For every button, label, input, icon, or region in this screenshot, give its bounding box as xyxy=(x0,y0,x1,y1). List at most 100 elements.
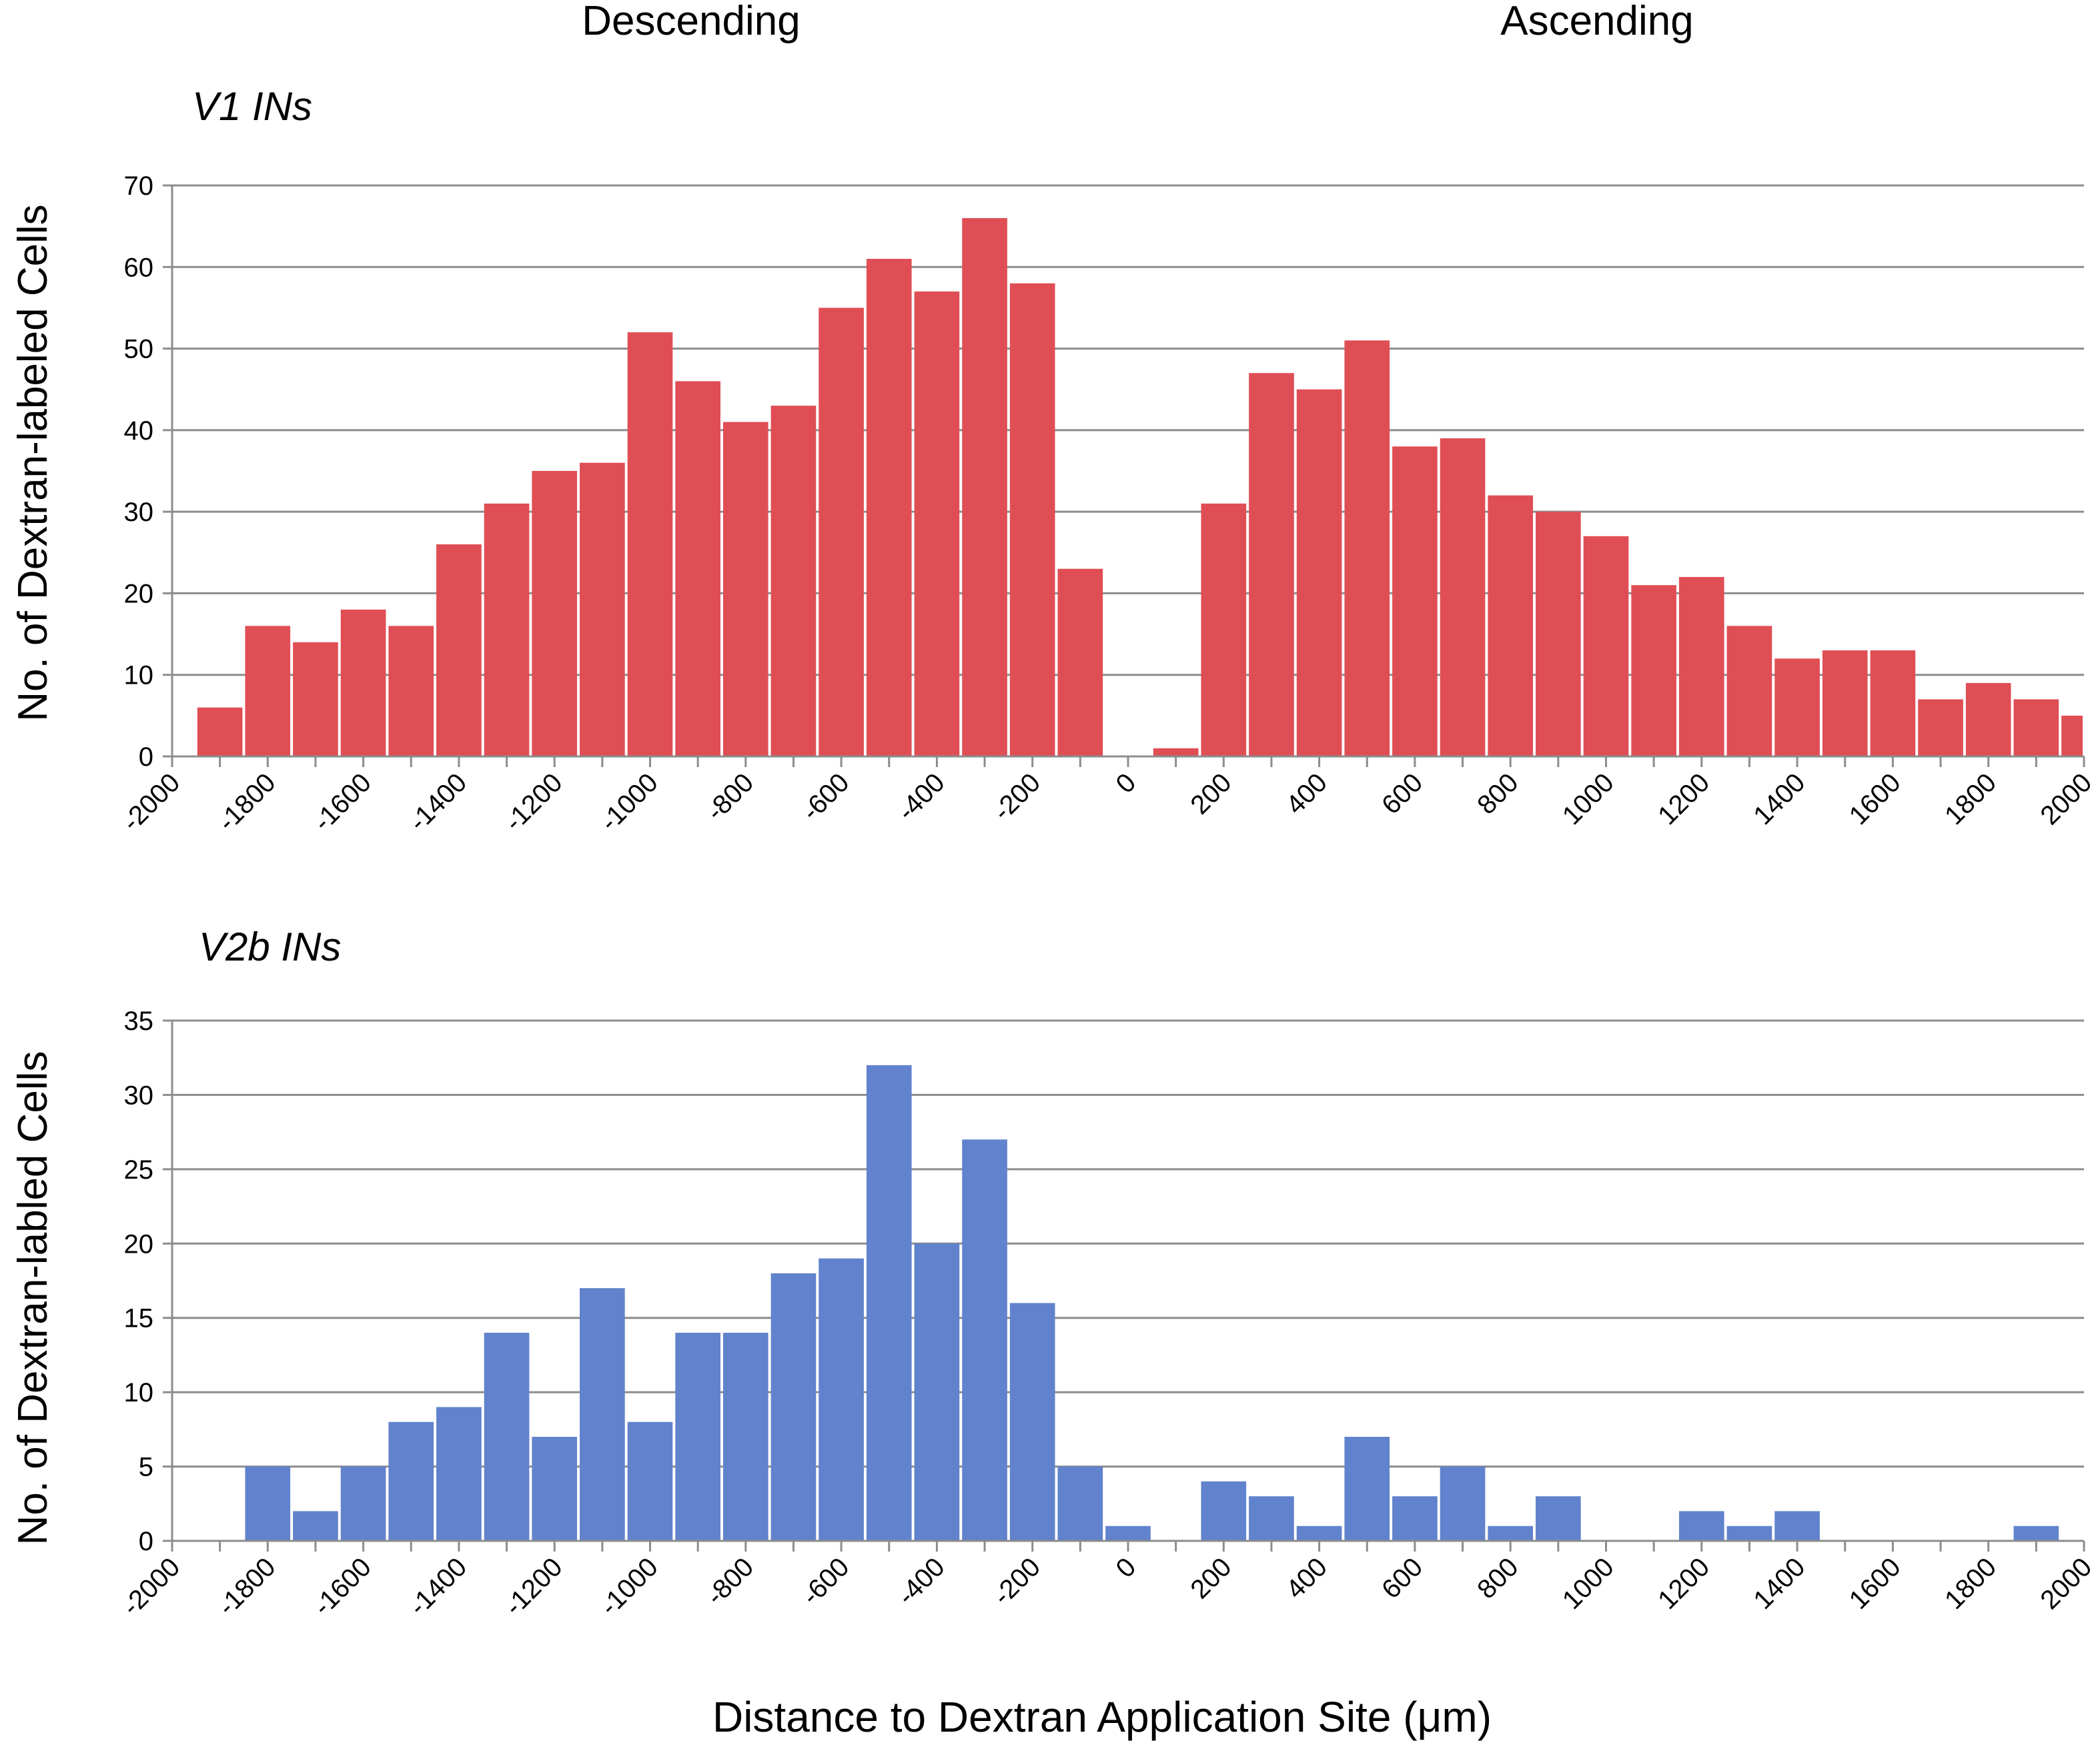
bar xyxy=(914,1243,960,1541)
bar xyxy=(627,332,673,757)
bar xyxy=(1726,626,1772,756)
x-tick-label: 600 xyxy=(1376,1552,1428,1604)
y-tick-label: 0 xyxy=(139,1527,153,1556)
x-tick-label: 1200 xyxy=(1652,1552,1715,1615)
y-axis-label: No. of Dextran-labled Cells xyxy=(10,1051,56,1546)
y-tick-label: 5 xyxy=(139,1453,153,1482)
x-tick-label: 400 xyxy=(1281,1552,1333,1604)
x-axis-label: Distance to Dextran Application Site (μm… xyxy=(712,1693,1492,1741)
bar xyxy=(722,1333,768,1541)
y-tick-label: 10 xyxy=(124,1378,154,1407)
bar xyxy=(1344,1437,1390,1541)
x-tick-label: -1600 xyxy=(308,1552,377,1621)
bar xyxy=(340,609,386,756)
y-tick-label: 50 xyxy=(124,335,154,364)
y-tick-label: 60 xyxy=(124,253,154,282)
x-tick-label: -800 xyxy=(700,1552,759,1611)
bar xyxy=(1440,1466,1486,1541)
chart-title: V2b INs xyxy=(199,925,341,969)
x-tick-label: 1800 xyxy=(1939,768,2002,830)
bar xyxy=(1536,512,1581,756)
y-tick-label: 0 xyxy=(139,742,153,772)
bar xyxy=(1678,1511,1724,1541)
bar xyxy=(532,471,578,756)
bar xyxy=(1583,536,1629,756)
header-descending: Descending xyxy=(582,0,800,44)
bar xyxy=(293,1511,338,1541)
bar xyxy=(1918,699,1963,756)
bar xyxy=(962,1139,1007,1541)
chart-v1: V1 INs No. of Dextran-labeled Cells 0 10 2… xyxy=(10,84,2097,837)
x-tick-label: 1400 xyxy=(1748,768,1810,830)
x-tick-label: 1600 xyxy=(1844,1552,1907,1615)
x-tick-label: -200 xyxy=(987,768,1046,826)
bar xyxy=(1678,576,1724,756)
y-tick-label: 15 xyxy=(124,1304,154,1333)
bar xyxy=(1870,650,1916,756)
y-tick-label: 10 xyxy=(124,661,154,690)
chart-v2b: V2b INs No. of Dextran-labled Cells 0 5 10… xyxy=(10,925,2097,1622)
bar xyxy=(436,1407,482,1541)
x-tick-label: 2000 xyxy=(2035,1552,2097,1615)
x-tick-label: -800 xyxy=(700,768,759,826)
bar xyxy=(580,462,625,756)
x-tick-label: 1600 xyxy=(1844,768,1907,830)
x-tick-label: 200 xyxy=(1185,1552,1237,1604)
bar xyxy=(245,1466,291,1541)
x-tick-label: 1200 xyxy=(1652,768,1715,830)
bar xyxy=(1822,650,1868,756)
bar xyxy=(1105,1526,1151,1541)
x-tick-label: 1400 xyxy=(1748,1552,1810,1615)
bar xyxy=(1440,438,1486,756)
x-tick-label: -600 xyxy=(797,1552,855,1611)
bar xyxy=(1009,283,1055,756)
bar xyxy=(1249,373,1294,756)
bar xyxy=(1774,658,1820,756)
x-tick-label: -400 xyxy=(892,1552,951,1611)
bar xyxy=(580,1288,625,1541)
y-tick-label: 25 xyxy=(124,1155,154,1185)
y-tick-label: 20 xyxy=(124,1229,154,1259)
x-tick-label: -200 xyxy=(987,1552,1046,1611)
bar xyxy=(1536,1496,1581,1541)
bar xyxy=(1392,446,1438,756)
x-tick-label: 0 xyxy=(1111,768,1142,799)
bar xyxy=(2013,699,2059,756)
bar xyxy=(1057,568,1103,756)
bar xyxy=(1631,585,1676,756)
x-tick-label: -2000 xyxy=(117,1552,185,1621)
x-tick-label: -1000 xyxy=(594,1552,663,1621)
x-tick-label: -1800 xyxy=(212,1552,281,1621)
x-tick-label: 0 xyxy=(1111,1552,1142,1584)
bar xyxy=(914,291,960,756)
bar xyxy=(532,1437,578,1541)
bar xyxy=(675,1333,720,1541)
chart-title: V1 INs xyxy=(192,84,312,129)
y-tick-label: 20 xyxy=(124,579,154,608)
x-tick-label: 800 xyxy=(1472,1552,1524,1604)
bar xyxy=(1774,1511,1820,1541)
bar xyxy=(962,217,1007,756)
bar xyxy=(1726,1526,1772,1541)
bar xyxy=(1296,389,1342,756)
bar xyxy=(1488,495,1534,756)
x-tick-label: -1000 xyxy=(594,768,663,836)
bar xyxy=(866,259,912,756)
bar xyxy=(1249,1496,1294,1541)
bar xyxy=(1057,1466,1103,1541)
y-axis-label: No. of Dextran-labeled Cells xyxy=(10,204,56,721)
bar xyxy=(1153,748,1199,756)
bar xyxy=(819,308,864,756)
x-tick-label: -600 xyxy=(797,768,855,826)
bar xyxy=(484,503,530,756)
bar xyxy=(1296,1526,1342,1541)
bar xyxy=(1488,1526,1534,1541)
bar xyxy=(1201,1481,1247,1541)
bar xyxy=(2013,1526,2059,1541)
bar xyxy=(1009,1303,1055,1541)
x-tick-label: -1600 xyxy=(308,768,377,836)
y-tick-label: 35 xyxy=(124,1007,154,1036)
bar xyxy=(1201,503,1247,756)
bar xyxy=(770,1273,817,1541)
